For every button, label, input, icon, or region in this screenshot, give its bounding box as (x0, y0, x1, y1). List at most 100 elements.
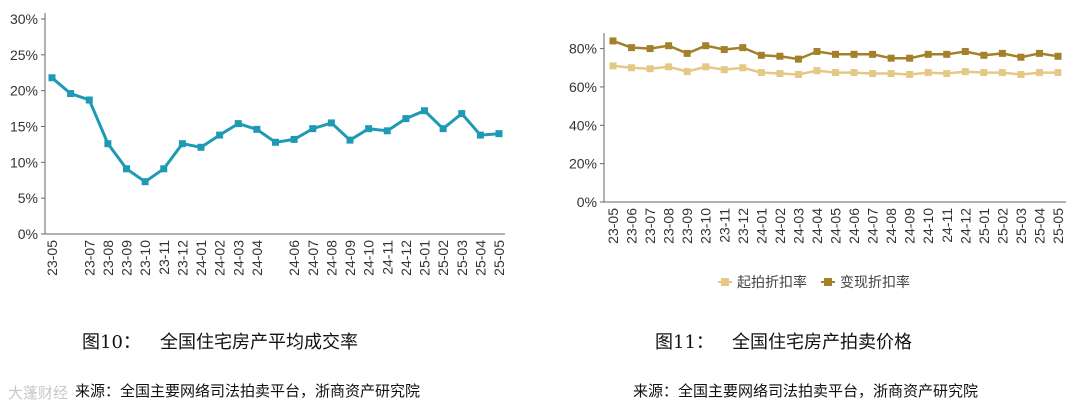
chart-auction-price: 0%20%40%60%80%23-05 23-06 23-07 23-08 23-09 2… (569, 33, 1066, 291)
left-data-point (290, 135, 298, 143)
left-y-tick-label: 30% (10, 11, 38, 27)
right-data-point (1035, 69, 1043, 77)
right-x-tick-label: 23-07 (642, 208, 658, 244)
right-data-point (832, 69, 839, 77)
right-data-point (1017, 53, 1025, 61)
left-data-point (439, 125, 447, 133)
left-data-point (123, 165, 130, 173)
left-data-point (67, 90, 75, 98)
left-data-point (234, 120, 242, 128)
right-data-point (924, 69, 932, 77)
left-x-tick-label: 23-12 (174, 240, 190, 276)
right-data-point (683, 49, 691, 57)
left-y-tick-label: 20% (10, 83, 38, 99)
right-data-point (628, 64, 636, 72)
right-data-point (683, 68, 691, 76)
right-x-tick-label: 25-04 (1031, 208, 1047, 244)
figure-11-title: 全国住宅房产拍卖价格 (732, 332, 912, 353)
left-x-tick-label: 24-01 (193, 240, 209, 276)
left-data-point (495, 130, 503, 138)
right-x-tick-label: 23-10 (698, 208, 714, 244)
left-x-tick-label: 24-02 (212, 240, 228, 276)
right-data-point (646, 65, 654, 73)
right-data-point (646, 45, 654, 53)
watermark: 大蓬财经 (8, 384, 69, 402)
right-data-point (869, 70, 877, 78)
right-data-point (702, 42, 710, 50)
figure-10-title: 全国住宅房产平均成交率 (160, 332, 358, 353)
right-data-point (609, 62, 617, 70)
right-data-point (924, 50, 932, 58)
right-data-point (776, 52, 784, 60)
left-y-tick-label: 5% (18, 190, 38, 206)
left-y-tick-label: 0% (18, 226, 38, 242)
right-data-point (832, 50, 839, 58)
right-data-point (943, 50, 951, 58)
left-x-tick-label: 23-11 (156, 240, 172, 275)
left-x-tick-label: 24-11 (379, 240, 395, 275)
right-data-point (776, 70, 784, 78)
right-x-tick-label: 24-11 (939, 208, 955, 243)
left-x-tick-label: 24-06 (286, 240, 302, 276)
right-x-tick-label: 24-06 (846, 208, 862, 244)
left-data-point (365, 125, 373, 133)
right-data-point (628, 44, 636, 52)
left-data-point (160, 165, 168, 173)
right-x-tick-label: 24-05 (828, 208, 844, 244)
right-x-tick-label: 24-02 (772, 208, 788, 244)
right-data-point (739, 44, 747, 52)
left-x-tick-label: 23-08 (100, 240, 116, 276)
right-x-tick-label: 24-01 (753, 208, 769, 244)
left-x-tick-label: 24-08 (323, 240, 339, 276)
right-x-tick-label: 24-09 (902, 208, 918, 244)
source-note-left: 来源：全国主要网络司法拍卖平台，浙商资产研究院 (75, 382, 421, 400)
right-data-point (998, 69, 1006, 77)
right-data-point (906, 70, 914, 78)
right-data-point (609, 37, 617, 45)
right-x-tick-label: 24-10 (920, 208, 936, 244)
right-data-point (906, 54, 914, 62)
right-data-point (1017, 70, 1025, 78)
left-x-tick-label: 25-04 (472, 240, 488, 276)
right-data-point (887, 70, 895, 78)
left-y-tick-label: 10% (10, 154, 38, 170)
right-data-point (702, 63, 710, 71)
right-data-point (1054, 69, 1062, 77)
left-data-point (178, 140, 186, 148)
left-data-point (253, 125, 261, 133)
figure-10-number: 图10： (82, 332, 141, 353)
right-data-point (1035, 49, 1043, 57)
right-y-tick-label: 0% (577, 194, 597, 210)
right-x-tick-label: 24-07 (865, 208, 881, 244)
left-data-point (327, 119, 335, 127)
right-legend-marker (721, 278, 729, 286)
left-x-tick-label: 24-07 (305, 240, 321, 276)
chart-average-transaction-rate: 0%5%10%15%20%25%30%23-05 23-07 23-08 23-09 2… (10, 11, 507, 276)
left-data-point (346, 136, 354, 144)
left-x-tick-label: 25-03 (454, 240, 470, 276)
right-data-point (961, 68, 969, 76)
left-data-point (309, 125, 317, 133)
right-y-tick-label: 80% (569, 41, 597, 57)
left-x-tick-label: 25-02 (435, 240, 451, 276)
right-legend-label: 变现折扣率 (840, 274, 910, 291)
left-y-tick-label: 15% (10, 119, 38, 135)
right-x-tick-label: 23-08 (661, 208, 677, 244)
right-y-tick-label: 60% (569, 79, 597, 95)
left-x-tick-label: 24-03 (230, 240, 246, 276)
right-x-tick-label: 23-09 (679, 208, 695, 244)
right-data-point (665, 63, 673, 71)
left-x-tick-label: 25-05 (491, 240, 507, 276)
left-data-point (141, 178, 149, 186)
right-data-point (980, 51, 988, 59)
left-x-tick-label: 24-10 (361, 240, 377, 276)
right-x-tick-label: 23-06 (624, 208, 640, 244)
right-x-tick-label: 25-02 (994, 208, 1010, 244)
left-data-point (402, 115, 410, 123)
left-data-point (458, 110, 466, 118)
right-data-point (980, 69, 988, 77)
left-data-point (104, 140, 112, 148)
left-x-tick-label: 23-07 (81, 240, 97, 276)
source-note-right: 来源：全国主要网络司法拍卖平台，浙商资产研究院 (633, 382, 979, 400)
right-data-point (850, 50, 858, 58)
